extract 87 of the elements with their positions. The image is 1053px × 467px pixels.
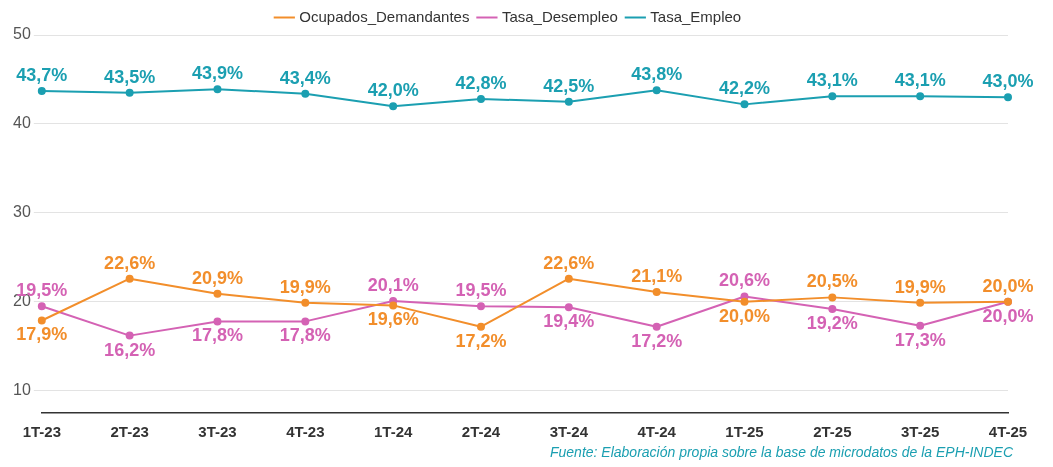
x-tick-label: 2T-25 bbox=[813, 423, 852, 441]
point bbox=[301, 317, 310, 326]
x-tick-label: 2T-23 bbox=[110, 423, 149, 441]
data-label: 21,1% bbox=[631, 266, 683, 287]
point bbox=[476, 302, 485, 311]
x-tick-label: 1T-24 bbox=[373, 423, 413, 441]
x-tick-label: 3T-25 bbox=[900, 423, 940, 441]
data-label: 19,2% bbox=[806, 312, 858, 333]
data-label: 42,5% bbox=[543, 75, 595, 96]
x-tick-label: 4T-24 bbox=[637, 423, 677, 441]
data-label: 17,8% bbox=[279, 325, 331, 346]
point bbox=[740, 297, 749, 306]
y-tick-label: 30 bbox=[13, 203, 31, 221]
point bbox=[564, 303, 573, 312]
data-label: 17,8% bbox=[191, 325, 243, 346]
legend-label: Tasa_Desempleo bbox=[501, 7, 618, 25]
point bbox=[828, 92, 837, 101]
data-label: 17,9% bbox=[16, 324, 68, 345]
data-label: 43,4% bbox=[279, 67, 331, 88]
point bbox=[916, 321, 925, 330]
legend-label: Ocupados_Demandantes bbox=[299, 7, 470, 25]
data-label: 22,6% bbox=[543, 252, 595, 273]
point bbox=[652, 86, 661, 95]
point bbox=[1004, 93, 1012, 102]
point bbox=[564, 274, 573, 283]
point bbox=[125, 88, 134, 97]
data-label: 22,6% bbox=[104, 252, 156, 273]
point bbox=[213, 289, 222, 298]
data-label: 43,8% bbox=[631, 64, 683, 85]
point bbox=[476, 95, 485, 104]
x-tick-label: 1T-23 bbox=[22, 423, 61, 441]
point bbox=[828, 304, 837, 313]
data-label: 43,7% bbox=[16, 65, 68, 85]
data-label: 43,9% bbox=[191, 63, 243, 84]
data-label: 19,4% bbox=[543, 311, 595, 332]
data-label: 17,2% bbox=[631, 330, 683, 351]
data-label: 43,1% bbox=[894, 70, 946, 91]
x-tick-label: 3T-24 bbox=[549, 423, 589, 441]
point bbox=[916, 298, 925, 307]
x-tick-label: 4T-23 bbox=[286, 423, 325, 441]
data-label: 43,1% bbox=[806, 70, 858, 91]
point bbox=[125, 331, 134, 340]
data-label: 43,0% bbox=[982, 71, 1034, 92]
data-label: 42,2% bbox=[718, 78, 771, 99]
data-label: 19,5% bbox=[455, 280, 507, 301]
point bbox=[125, 274, 134, 283]
point bbox=[389, 102, 398, 111]
point bbox=[301, 89, 310, 98]
data-label: 19,9% bbox=[894, 276, 946, 297]
data-label: 19,6% bbox=[367, 309, 419, 330]
y-tick-label: 10 bbox=[13, 381, 31, 399]
x-tick-label: 3T-23 bbox=[198, 423, 237, 441]
x-tick-label: 1T-25 bbox=[725, 423, 764, 441]
point bbox=[652, 322, 661, 331]
data-label: 20,0% bbox=[982, 275, 1034, 296]
data-label: 20,9% bbox=[191, 267, 243, 288]
x-tick-label: 4T-25 bbox=[988, 423, 1028, 441]
point bbox=[476, 322, 485, 331]
data-label: 43,5% bbox=[104, 66, 156, 87]
point bbox=[828, 293, 837, 302]
point bbox=[652, 288, 661, 297]
point bbox=[301, 298, 310, 307]
data-label: 42,0% bbox=[367, 80, 419, 101]
data-label: 16,2% bbox=[104, 339, 156, 360]
point bbox=[389, 301, 398, 310]
data-label: 20,0% bbox=[718, 305, 771, 326]
point bbox=[916, 92, 925, 101]
x-tick-label: 2T-24 bbox=[461, 423, 501, 441]
point bbox=[213, 317, 222, 326]
source-note: Fuente: Elaboración propia sobre la base de microdatos de la EPH-INDEC bbox=[549, 444, 1013, 460]
data-label: 42,8% bbox=[455, 73, 507, 94]
data-label: 20,5% bbox=[806, 271, 858, 292]
point bbox=[213, 85, 222, 94]
data-label: 19,9% bbox=[279, 276, 331, 297]
data-label: 20,0% bbox=[982, 305, 1034, 326]
point bbox=[37, 316, 46, 325]
point bbox=[37, 87, 46, 96]
point bbox=[564, 97, 573, 106]
data-label: 17,3% bbox=[894, 329, 946, 350]
data-label: 20,1% bbox=[367, 274, 419, 295]
y-tick-label: 50 bbox=[13, 25, 31, 43]
data-label: 17,2% bbox=[455, 330, 507, 351]
y-tick-label: 40 bbox=[13, 114, 31, 132]
point bbox=[740, 100, 749, 109]
point bbox=[37, 302, 46, 311]
legend-label: Tasa_Empleo bbox=[650, 7, 742, 25]
data-label: 20,6% bbox=[718, 270, 771, 291]
